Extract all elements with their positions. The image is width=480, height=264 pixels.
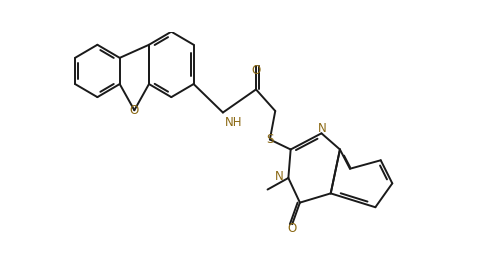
Text: S: S <box>266 133 274 146</box>
Text: O: O <box>130 104 139 117</box>
Text: NH: NH <box>225 116 242 129</box>
Text: O: O <box>252 64 261 77</box>
Text: O: O <box>288 221 297 234</box>
Text: N: N <box>275 170 284 183</box>
Text: N: N <box>318 122 326 135</box>
